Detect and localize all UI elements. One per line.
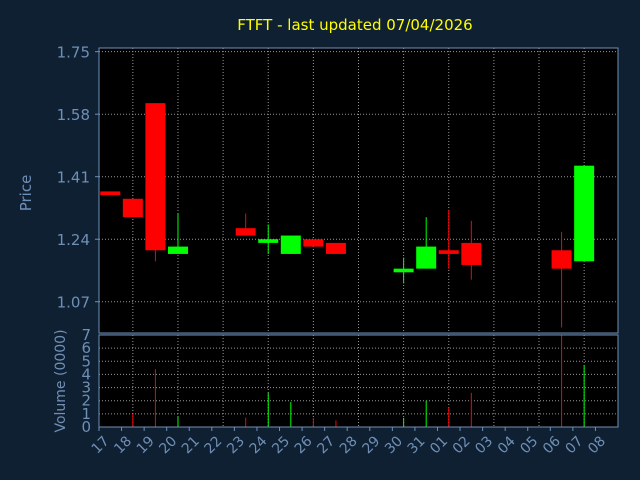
price-tick-label: 1.24	[57, 231, 90, 249]
candle-body	[438, 250, 459, 254]
x-tick-label: 31	[405, 433, 429, 457]
x-tick-label: 06	[540, 433, 564, 457]
candle-body	[280, 235, 301, 254]
price-axis-label: Price	[17, 175, 35, 212]
x-tick-label: 05	[517, 433, 541, 457]
x-axis-label: Day	[334, 459, 362, 475]
x-tick-label: 18	[111, 433, 135, 457]
x-tick-label: 22	[202, 433, 226, 457]
candle-body	[235, 228, 256, 236]
candle-body	[461, 242, 482, 265]
candle-body	[574, 165, 595, 262]
candle-body	[100, 191, 121, 196]
volume-plot-border	[98, 334, 619, 428]
x-tick-label: 08	[585, 433, 609, 457]
volume-tick-label: 4	[81, 365, 91, 383]
x-tick-label: 07	[563, 433, 587, 457]
candle-body	[258, 239, 279, 243]
x-tick-label: 23	[224, 433, 248, 457]
x-tick-label: 02	[450, 433, 474, 457]
x-tick-label: 21	[179, 433, 203, 457]
candle-body	[325, 242, 346, 254]
x-tick-label: 27	[314, 433, 338, 457]
price-panel: 1.75 1.58 1.41 1.24 1.07	[57, 44, 619, 334]
x-tick-label: 30	[382, 433, 406, 457]
x-tick-label: 28	[337, 433, 361, 457]
x-tick-label: 26	[292, 433, 316, 457]
x-axis-ticks: 1718192021222324252627282930310102030405…	[89, 427, 609, 457]
x-tick-label: 17	[89, 433, 113, 457]
candle-body	[393, 268, 414, 273]
candle-body	[303, 239, 324, 247]
price-tick-label: 1.75	[57, 44, 90, 62]
candle-body	[167, 246, 188, 254]
price-tick-label: 1.41	[57, 169, 90, 187]
price-tick-label: 1.07	[57, 294, 90, 312]
x-tick-label: 19	[134, 433, 158, 457]
volume-tick-label: 3	[81, 379, 91, 397]
x-tick-label: 20	[156, 433, 180, 457]
x-tick-label: 04	[495, 433, 519, 457]
volume-tick-label: 5	[81, 352, 91, 370]
x-tick-label: 01	[427, 433, 451, 457]
chart-title: FTFT - last updated 07/04/2026	[237, 16, 472, 34]
volume-tick-label: 7	[81, 326, 91, 344]
volume-axis-label: Volume (0000)	[53, 329, 69, 432]
candle-body	[122, 198, 143, 218]
volume-tick-label: 2	[81, 392, 91, 410]
x-tick-label: 29	[359, 433, 383, 457]
volume-tick-label: 1	[81, 405, 91, 423]
volume-tick-label: 0	[81, 418, 91, 436]
price-tick-label: 1.58	[57, 106, 90, 124]
candle-body	[145, 103, 166, 251]
candle-body	[416, 246, 437, 269]
x-tick-label: 25	[269, 433, 293, 457]
volume-tick-label: 6	[81, 339, 91, 357]
x-tick-label: 24	[247, 433, 271, 457]
x-tick-label: 03	[472, 433, 496, 457]
candle-body	[551, 250, 572, 269]
price-plot-border	[98, 47, 619, 334]
